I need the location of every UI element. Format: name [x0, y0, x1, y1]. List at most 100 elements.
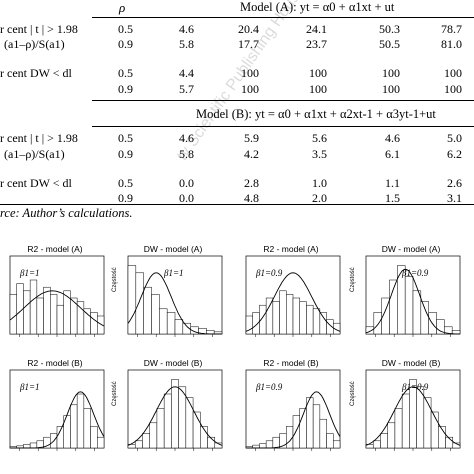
histogram-chart	[9, 255, 105, 337]
histogram-bar	[142, 433, 150, 449]
table-cell: 5.8	[179, 37, 194, 51]
histogram-bar	[387, 422, 396, 449]
table-cell: 5.8	[179, 147, 194, 161]
row-label-dw: r cent DW < dl	[0, 66, 72, 80]
histogram-bar	[63, 290, 71, 335]
histogram-panel: DW - model (B) Częstość β1=0.9	[350, 358, 466, 466]
histogram-bar	[56, 304, 64, 335]
model-b-title: Model (B): yt = α0 + α1xt + α2xt-1 + α3y…	[196, 107, 436, 121]
histogram-bar	[76, 301, 85, 335]
table-cell: 100	[382, 82, 400, 96]
histogram-bar	[135, 272, 144, 335]
histogram-bar	[279, 290, 287, 335]
table-cell: 5.0	[447, 131, 462, 145]
fitted-curve	[10, 391, 105, 449]
histogram-bar	[412, 290, 422, 335]
table-cell: 50.5	[379, 37, 400, 51]
table-cell: 4.6	[179, 22, 194, 36]
histogram-bar	[127, 265, 137, 335]
histogram-bar	[319, 312, 327, 335]
histogram-bar	[134, 440, 143, 449]
row-label-ratio: (a1–ρ)/S(a1)	[4, 147, 65, 161]
histogram-bar	[333, 322, 341, 335]
row-label-t: r cent | t | > 1.98	[0, 131, 78, 145]
histogram-bar	[306, 304, 314, 335]
histogram-bar	[265, 440, 274, 449]
histogram-panel: R2 - model (B) β1=1	[0, 358, 110, 466]
histogram-bar	[312, 308, 321, 335]
histogram-title: R2 - model (B)	[263, 358, 319, 368]
histogram-title: DW - model (A)	[381, 244, 441, 254]
table-cell: 0.5	[118, 22, 133, 36]
histogram-bar	[265, 297, 274, 335]
table-cell: 100	[241, 82, 259, 96]
table-cell: 4.2	[244, 147, 259, 161]
row-label-ratio: (a1–ρ)/S(a1)	[4, 37, 65, 51]
histogram-bar	[394, 408, 403, 449]
histogram-bar	[143, 286, 152, 335]
histogram-bar	[380, 433, 388, 449]
table-cell: 2.6	[447, 176, 462, 190]
model-a-title: Model (A): yt = α0 + α1xt + ut	[240, 0, 395, 14]
histogram-bar	[326, 433, 334, 449]
histogram-chart	[365, 369, 461, 451]
histogram-bar	[401, 393, 410, 449]
histogram-bar	[23, 444, 31, 449]
table-cell: 100	[444, 82, 462, 96]
histogram-bar	[29, 279, 38, 335]
histogram-panel: R2 - model (A) β1=0.9	[236, 244, 346, 352]
histogram-bar	[319, 418, 327, 449]
table-cell: 0.0	[179, 176, 194, 190]
histogram-chart	[245, 369, 341, 451]
table-cell: 5.9	[244, 131, 259, 145]
table-cell: 0.9	[118, 147, 133, 161]
histogram-bar	[423, 397, 432, 449]
histogram-bar	[171, 379, 179, 449]
histogram-chart	[9, 369, 105, 451]
table-cell: 0.5	[118, 176, 133, 190]
histogram-bar	[259, 443, 267, 449]
histogram-bar	[312, 404, 321, 449]
histogram-bar	[286, 426, 294, 449]
table-cell: 6.1	[385, 147, 400, 161]
table-cell: 100	[309, 82, 327, 96]
table-cell: 6.2	[447, 147, 462, 161]
divider	[0, 204, 474, 205]
histogram-bar	[420, 301, 429, 335]
table-cell: 100	[382, 66, 400, 80]
histogram-bar	[214, 442, 223, 449]
beta-label: β1=0.9	[402, 268, 429, 278]
histogram-bar	[259, 304, 267, 335]
histogram-bar	[90, 426, 98, 449]
row-label-t: r cent | t | > 1.98	[0, 22, 78, 36]
table-cell: 100	[241, 66, 259, 80]
histogram-bar	[174, 319, 184, 335]
histogram-bar	[97, 436, 105, 449]
table-cell: 2.8	[244, 176, 259, 190]
fitted-curve	[127, 272, 222, 335]
fitted-curve	[9, 290, 105, 327]
table-cell: 0.9	[118, 37, 133, 51]
histogram-title: DW - model (B)	[143, 358, 203, 368]
histogram-chart	[127, 369, 223, 451]
fitted-curve	[245, 272, 341, 332]
histogram-bar	[83, 308, 91, 335]
table-cell: 5.6	[312, 131, 327, 145]
histogram-bar	[404, 276, 414, 335]
histogram-bar	[185, 397, 194, 449]
table-cell: 0.9	[118, 82, 133, 96]
divider	[92, 126, 474, 127]
histogram-bar	[90, 312, 98, 335]
histogram-bar	[23, 290, 31, 335]
table-cell: 0.9	[118, 191, 133, 205]
histogram-title: DW - model (B)	[381, 358, 441, 368]
histogram-title: R2 - model (B)	[27, 358, 83, 368]
histogram-panel: DW - model (A) Częstość β1=1	[112, 244, 228, 352]
table-cell: 100	[309, 66, 327, 80]
histogram-bar	[159, 308, 168, 335]
histogram-bar	[372, 440, 381, 449]
histogram-bar	[97, 315, 105, 335]
histogram-bar	[286, 294, 294, 335]
histogram-bar	[9, 294, 17, 335]
table-cell: 0.0	[179, 191, 194, 205]
